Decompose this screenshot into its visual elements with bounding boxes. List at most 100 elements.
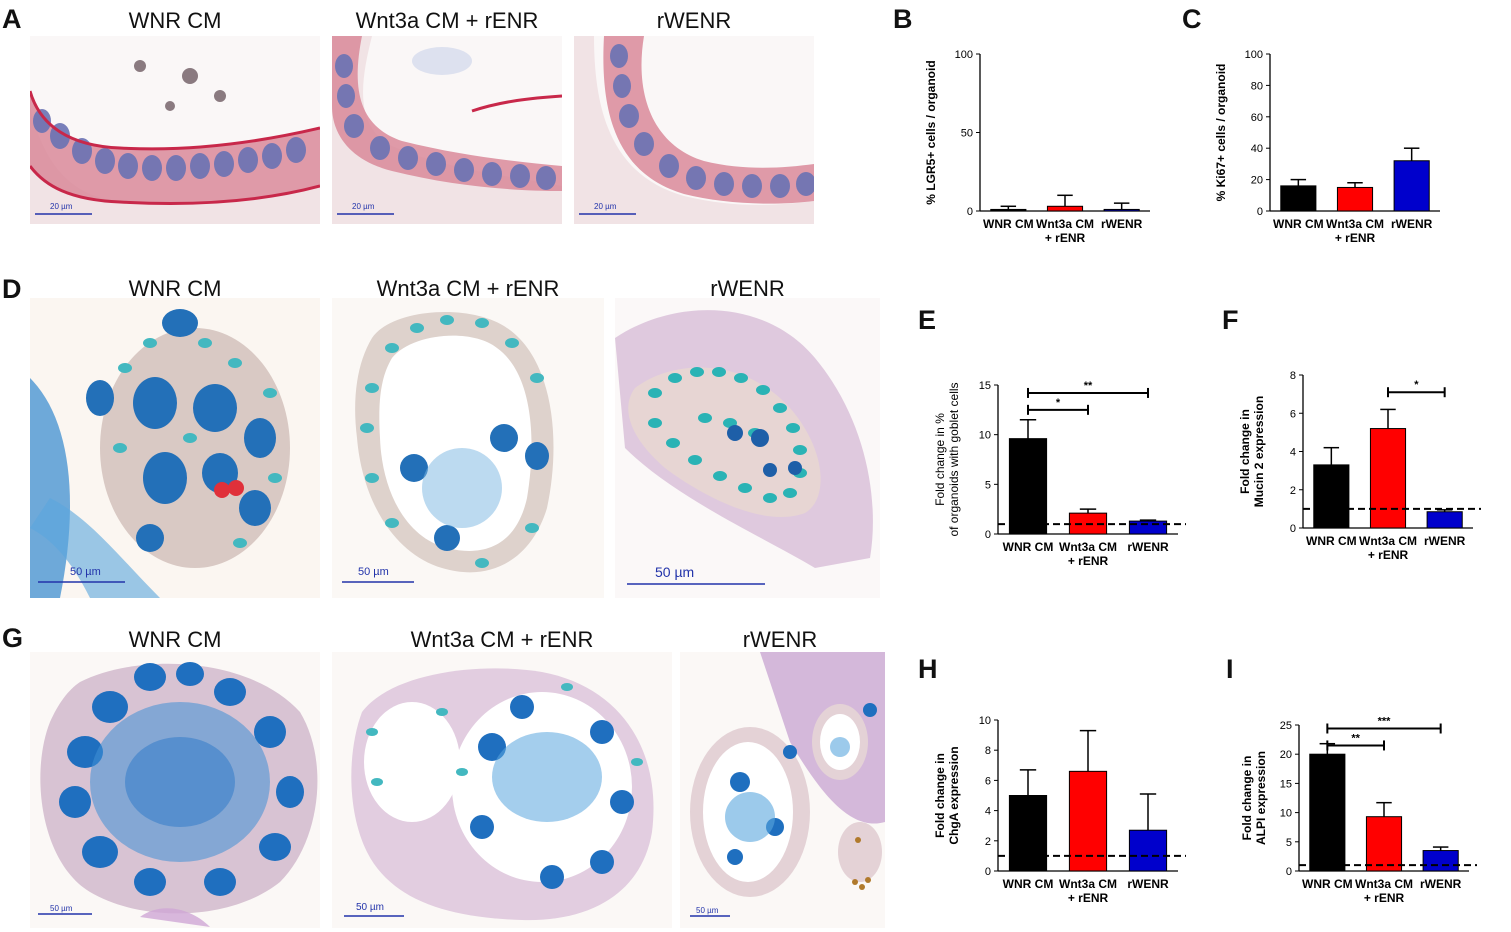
chart-h-ytick-label: 8 (985, 745, 991, 757)
chart-b-bar (1103, 208, 1140, 212)
chart-h-ytick-label: 0 (985, 866, 991, 878)
panel-g-micrograph-3: 50 µm (680, 652, 885, 928)
chart-c-category-label: rWENR (1391, 217, 1433, 231)
panel-letter-b: B (893, 4, 913, 34)
chart-f-ylabel: Fold change inMucin 2 expression (1238, 396, 1266, 507)
panel-a-scalebar-1: 20 µm (50, 202, 73, 211)
chart-i-alpi: 0 5 10 15 20 25 Fold change inALPI expression W… (1240, 716, 1477, 905)
panel-g-micrograph-2: 50 µm (332, 652, 672, 928)
chart-c-ki67: 0 20 40 60 80 100 % Ki67+ cells / organoid WNR … (1214, 49, 1440, 245)
panel-letter-e: E (918, 305, 937, 335)
chart-h-bar (1008, 795, 1048, 872)
chart-e-ytick-label: 10 (979, 430, 991, 442)
panel-g-micrograph-1: 50 µm (30, 652, 320, 928)
chart-b-category-label: WNR CM (983, 217, 1034, 231)
chart-b-ylabel: % LGR5+ cells / organoid (924, 60, 938, 204)
chart-c-ytick-label: 40 (1251, 143, 1263, 155)
panel-g-title-1: WNR CM (128, 627, 222, 652)
chart-c-ytick-label: 20 (1251, 175, 1263, 187)
chart-f-bar (1369, 428, 1407, 529)
panel-d-title-1: WNR CM (128, 276, 222, 301)
chart-f-category-label: Wnt3a CM + rENR (1359, 534, 1417, 562)
chart-c-ytick-label: 80 (1251, 80, 1263, 92)
panel-a-title-1: WNR CM (128, 8, 222, 33)
panel-g-title-3: rWENR (742, 627, 818, 652)
panel-letter-g: G (2, 623, 24, 653)
panel-d-scalebar-1: 50 µm (70, 566, 101, 578)
panel-a-scalebar-2: 20 µm (352, 202, 375, 211)
panel-g-scalebar-3: 50 µm (696, 906, 719, 915)
chart-i-sig-label: ** (1351, 732, 1360, 744)
panel-letter-i: I (1226, 654, 1234, 684)
chart-f-ytick-label: 0 (1290, 523, 1296, 535)
chart-b-bar (990, 208, 1027, 212)
chart-c-ytick-label: 60 (1251, 112, 1263, 124)
chart-c-category-label: Wnt3a CM + rENR (1326, 217, 1384, 245)
chart-i-bar (1365, 816, 1403, 872)
chart-h-ytick-label: 2 (985, 836, 991, 848)
chart-e-ytick-label: 5 (985, 479, 991, 491)
chart-i-ytick-label: 15 (1280, 778, 1292, 790)
chart-f-ytick-label: 4 (1290, 447, 1296, 459)
panel-d-micrograph-3: 50 µm (615, 298, 880, 598)
chart-e-sig-label: * (1056, 397, 1061, 409)
chart-b-lgr5: 0 50 100 % LGR5+ cells / organoid WNR CM Wnt3… (924, 49, 1150, 245)
panel-a-micrograph-1: 20 µm (30, 36, 320, 224)
chart-e-category-label: rWENR (1127, 540, 1169, 554)
panel-a-micrograph-2: 20 µm (332, 36, 562, 224)
chart-i-bar (1309, 753, 1346, 872)
chart-c-ylabel: % Ki67+ cells / organoid (1214, 64, 1228, 202)
chart-c-bar (1393, 160, 1430, 212)
chart-c-ytick-label: 100 (1245, 49, 1263, 61)
panel-g-title-2: Wnt3a CM + rENR (410, 627, 594, 652)
chart-h-bar (1068, 770, 1108, 872)
panel-letter-a: A (2, 4, 22, 34)
chart-c-category-label: WNR CM (1273, 217, 1324, 231)
panel-a-title-3: rWENR (656, 8, 732, 33)
chart-c-ytick-label: 0 (1257, 206, 1263, 218)
chart-h-ytick-label: 10 (979, 715, 991, 727)
chart-h-category-label: WNR CM (1003, 877, 1054, 891)
panel-d-scalebar-3: 50 µm (655, 564, 695, 580)
panel-letter-f: F (1222, 305, 1239, 335)
chart-h-ytick-label: 6 (985, 775, 991, 787)
panel-letter-c: C (1182, 4, 1202, 34)
chart-f-sig-label: * (1414, 379, 1419, 391)
chart-b-ytick-label: 0 (967, 206, 973, 218)
chart-c-bar (1280, 185, 1317, 212)
chart-h-bar (1128, 829, 1168, 872)
chart-i-category-label: rWENR (1420, 877, 1462, 891)
chart-i-ytick-label: 20 (1280, 749, 1292, 761)
chart-i-ytick-label: 10 (1280, 808, 1292, 820)
panel-g-scalebar-1: 50 µm (50, 904, 73, 913)
panel-d-micrograph-1: 50 µm (30, 298, 320, 598)
chart-b-category-label: Wnt3a CM + rENR (1036, 217, 1094, 245)
chart-f-bar (1426, 511, 1463, 529)
chart-f-category-label: rWENR (1424, 534, 1466, 548)
chart-e-bar (1128, 520, 1168, 535)
chart-i-category-label: WNR CM (1302, 877, 1353, 891)
panel-letter-d: D (2, 274, 22, 304)
chart-e-sig-label: ** (1084, 380, 1093, 392)
chart-c-bar (1336, 186, 1374, 212)
panel-letter-h: H (918, 654, 938, 684)
chart-h-category-label: rWENR (1127, 877, 1169, 891)
chart-f-ytick-label: 8 (1290, 370, 1296, 382)
panel-d-micrograph-2: 50 µm (332, 298, 604, 598)
chart-i-ytick-label: 0 (1286, 866, 1292, 878)
panel-a-scalebar-3: 20 µm (594, 202, 617, 211)
chart-f-ytick-label: 2 (1290, 485, 1296, 497)
panel-d-title-2: Wnt3a CM + rENR (376, 276, 560, 301)
chart-i-bar (1422, 850, 1459, 872)
chart-b-ytick-label: 100 (955, 49, 973, 61)
chart-e-goblet: 0 5 10 15 Fold change in %of organoids with … (933, 380, 1186, 568)
chart-f-ytick-label: 6 (1290, 408, 1296, 420)
chart-f-category-label: WNR CM (1306, 534, 1357, 548)
chart-h-ylabel: Fold change inChgA expression (933, 746, 961, 844)
chart-h-category-label: Wnt3a CM + rENR (1059, 877, 1117, 905)
panel-g-scalebar-2: 50 µm (356, 902, 384, 913)
chart-e-bar (1008, 438, 1048, 535)
chart-e-ylabel: Fold change in %of organoids with goblet… (933, 382, 961, 536)
chart-e-category-label: WNR CM (1003, 540, 1054, 554)
chart-b-bar (1046, 205, 1084, 212)
